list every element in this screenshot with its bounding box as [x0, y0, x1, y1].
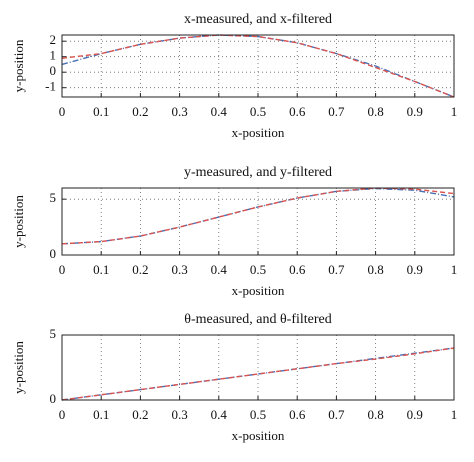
x-tick-label: 0.2 [132, 104, 148, 119]
axes-frame [61, 334, 455, 401]
x-tick-label: 0.5 [250, 262, 266, 277]
x-tick-label: 0 [59, 104, 66, 119]
x-tick-label: 0.8 [367, 104, 383, 119]
data-line [61, 347, 455, 401]
y-axis-label: y-position [11, 341, 26, 394]
x-tick-label: 0.2 [132, 407, 148, 422]
chart-title: θ-measured, and θ-filtered [184, 312, 332, 327]
x-tick-label: 0.6 [289, 262, 306, 277]
data-line [61, 34, 455, 98]
x-axis-label: x-position [232, 283, 285, 298]
x-tick-label: 0.9 [407, 407, 423, 422]
x-tick-label: 0.3 [171, 262, 187, 277]
y-axis-label: y-position [11, 195, 26, 248]
x-tick-label: 1 [451, 104, 458, 119]
x-tick-label: 0.7 [328, 262, 345, 277]
y-axis-label: y-position [11, 39, 26, 92]
x-tick-label: 0 [59, 407, 66, 422]
x-tick-label: 0.4 [211, 262, 228, 277]
y-tick-label: 5 [50, 326, 57, 341]
x-tick-label: 0.5 [250, 407, 266, 422]
x-tick-label: 1 [451, 262, 458, 277]
x-tick-label: 0.7 [328, 104, 345, 119]
x-tick-label: 0.1 [93, 262, 109, 277]
y-tick-label: 5 [50, 190, 57, 205]
x-tick-label: 0.6 [289, 104, 306, 119]
x-tick-label: 0.3 [171, 104, 187, 119]
x-axis-label: x-position [232, 125, 285, 140]
x-tick-label: 0.4 [211, 104, 228, 119]
x-tick-label: 0.9 [407, 262, 423, 277]
x-tick-label: 0.4 [211, 407, 228, 422]
x-tick-label: 0.3 [171, 407, 187, 422]
y-tick-label: -1 [45, 79, 56, 94]
y-tick-label: 1 [50, 48, 57, 63]
x-tick-label: 0.1 [93, 104, 109, 119]
x-tick-label: 0.9 [407, 104, 423, 119]
chart-title: y-measured, and y-filtered [184, 165, 332, 180]
y-tick-label: 0 [50, 391, 57, 406]
y-tick-label: 2 [50, 32, 57, 47]
x-tick-label: 0.5 [250, 104, 266, 119]
x-axis-label: x-position [232, 428, 285, 443]
axes-frame [61, 187, 455, 256]
x-tick-label: 0.1 [93, 407, 109, 422]
x-tick-label: 0.8 [367, 407, 383, 422]
x-tick-label: 0.2 [132, 262, 148, 277]
x-tick-label: 0 [59, 262, 66, 277]
x-tick-label: 0.8 [367, 262, 383, 277]
y-tick-label: 0 [50, 246, 57, 261]
data-line [61, 187, 455, 245]
x-tick-label: 1 [451, 407, 458, 422]
axes-frame [61, 34, 455, 98]
x-tick-label: 0.7 [328, 407, 345, 422]
x-tick-label: 0.6 [289, 407, 306, 422]
y-tick-label: 0 [50, 63, 57, 78]
chart-title: x-measured, and x-filtered [184, 12, 332, 27]
